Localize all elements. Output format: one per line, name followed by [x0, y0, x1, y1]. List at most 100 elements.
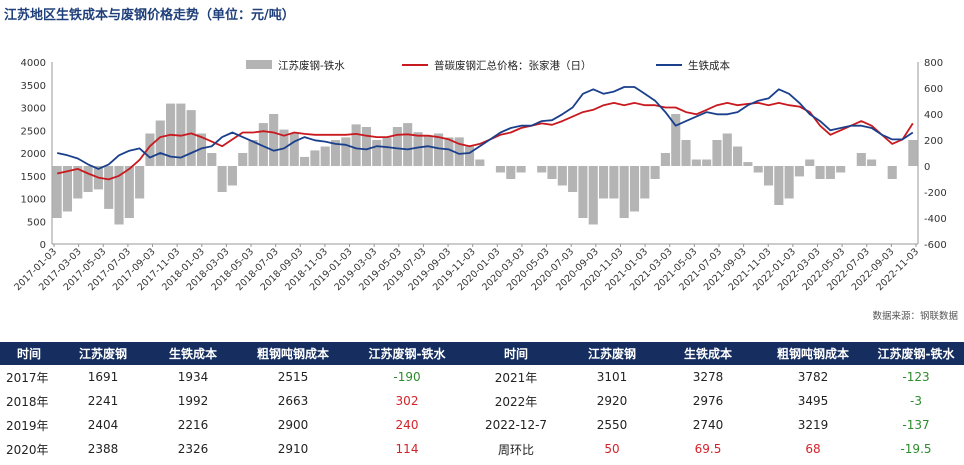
- bar-scrap-minus-hotmetal: [155, 120, 165, 166]
- bar-scrap-minus-hotmetal: [516, 166, 526, 173]
- legend-item-scrap-price: 普碳废钢汇总价格：张家港（日）: [434, 59, 592, 72]
- table-cell: 68: [805, 442, 821, 456]
- bar-scrap-minus-hotmetal: [269, 114, 279, 166]
- bar-scrap-minus-hotmetal: [73, 166, 83, 199]
- bar-scrap-minus-hotmetal: [62, 166, 73, 212]
- table-row: 2017年 1691 1934 2515 -190 2021年 3101 3278 3782 -1…: [0, 365, 964, 389]
- bar-scrap-minus-hotmetal: [908, 140, 918, 166]
- bar-scrap-minus-hotmetal: [609, 166, 619, 199]
- table-header-cell: 江苏废钢: [566, 342, 658, 365]
- table-header-cell: 生铁成本: [658, 342, 758, 365]
- table-row: 2020年 2388 2326 2910 114 周环比 50 69.5 68 -19.5: [0, 437, 964, 461]
- series-line-pig-iron-cost: [57, 86, 914, 170]
- table-cell: 3219: [797, 418, 829, 432]
- y-left-tick-label: 500: [27, 217, 46, 228]
- y-right-tick-label: -200: [924, 188, 947, 199]
- table-cell: 2022年: [494, 394, 538, 409]
- bar-scrap-minus-hotmetal: [124, 166, 134, 218]
- bar-scrap-minus-hotmetal: [506, 166, 516, 179]
- bar-scrap-minus-hotmetal: [300, 156, 310, 166]
- bar-scrap-minus-hotmetal: [423, 136, 433, 166]
- bar-scrap-minus-hotmetal: [887, 166, 897, 179]
- table-cell: -137: [902, 418, 930, 432]
- bar-scrap-minus-hotmetal: [217, 166, 227, 192]
- table-cell: -123: [902, 370, 930, 384]
- legend-swatch: [246, 60, 272, 69]
- bar-scrap-minus-hotmetal: [207, 153, 217, 166]
- table-cell: 2388: [87, 442, 119, 456]
- bar-scrap-minus-hotmetal: [196, 133, 207, 166]
- table-cell: 3782: [797, 370, 829, 384]
- bar-scrap-minus-hotmetal: [289, 133, 299, 166]
- bar-scrap-minus-hotmetal: [537, 166, 547, 173]
- y-right-tick-label: -400: [924, 214, 947, 225]
- bar-scrap-minus-hotmetal: [434, 133, 444, 166]
- table-cell: 302: [395, 394, 419, 408]
- y-left-tick-label: 4000: [21, 58, 46, 69]
- table-cell: 2019年: [6, 418, 49, 433]
- bar-scrap-minus-hotmetal: [186, 110, 196, 166]
- legend-item-pig-iron-cost: 生铁成本: [688, 59, 730, 72]
- y-right-tick-label: 200: [924, 136, 943, 147]
- bar-scrap-minus-hotmetal: [825, 166, 835, 179]
- table-cell: 2920: [596, 394, 628, 408]
- table-cell: -19.5: [900, 442, 932, 456]
- bar-scrap-minus-hotmetal: [578, 166, 588, 218]
- bar-scrap-minus-hotmetal: [856, 153, 866, 166]
- table-header-cell: 时间: [0, 342, 58, 365]
- bar-scrap-minus-hotmetal: [836, 166, 846, 173]
- bar-scrap-minus-hotmetal: [743, 162, 753, 166]
- y-right-tick-label: 0: [924, 162, 930, 173]
- bar-scrap-minus-hotmetal: [733, 146, 743, 166]
- summary-table: 时间 江苏废钢 生铁成本 粗钢吨钢成本 江苏废钢-铁水 时间 江苏废钢 生铁成本 粗钢吨钢成本江…: [0, 342, 964, 461]
- bar-scrap-minus-hotmetal: [135, 166, 145, 199]
- table-cell: 69.5: [694, 442, 722, 456]
- bar-scrap-minus-hotmetal: [403, 123, 413, 166]
- bar-scrap-minus-hotmetal: [258, 123, 268, 166]
- y-left-tick-label: 2500: [21, 126, 46, 137]
- table-row: 2018年 2241 1992 2663 302 2022年 2920 2976 3495 -3: [0, 389, 964, 413]
- data-source: 数据来源：钢联数据: [872, 311, 958, 322]
- table-cell: 240: [395, 418, 419, 432]
- bar-scrap-minus-hotmetal: [640, 166, 650, 199]
- table-cell: 50: [604, 442, 620, 456]
- bar-scrap-minus-hotmetal: [454, 137, 464, 166]
- bar-scrap-minus-hotmetal: [753, 166, 763, 173]
- bar-scrap-minus-hotmetal: [464, 146, 475, 166]
- bar-scrap-minus-hotmetal: [712, 140, 722, 166]
- bar-scrap-minus-hotmetal: [557, 166, 567, 186]
- bar-scrap-minus-hotmetal: [351, 124, 361, 166]
- bar-scrap-minus-hotmetal: [867, 159, 877, 166]
- bar-scrap-minus-hotmetal: [227, 166, 237, 186]
- table-cell: 3278: [692, 370, 724, 384]
- bar-scrap-minus-hotmetal: [815, 166, 825, 179]
- y-left-tick-label: 2000: [21, 149, 46, 160]
- legend-item-scrap-minus-hotmetal: 江苏废钢-铁水: [278, 59, 345, 72]
- table-cell: 2740: [692, 418, 724, 432]
- bar-scrap-minus-hotmetal: [650, 166, 660, 179]
- y-right-tick-label: 800: [924, 58, 943, 69]
- table-cell: 1992: [177, 394, 209, 408]
- table-header-cell: 江苏废钢-铁水: [348, 342, 466, 365]
- table-cell: 1691: [87, 370, 119, 384]
- bar-scrap-minus-hotmetal: [320, 146, 330, 166]
- table-cell: 2216: [177, 418, 209, 432]
- table-cell: 114: [395, 442, 419, 456]
- bar-scrap-minus-hotmetal: [238, 153, 248, 166]
- table-cell: 2910: [277, 442, 309, 456]
- table-cell: 2022-12-7: [484, 418, 548, 432]
- y-left-tick-label: 3500: [21, 81, 46, 92]
- y-left-tick-label: 1500: [21, 172, 46, 183]
- bar-scrap-minus-hotmetal: [629, 166, 640, 212]
- series-line-scrap-price: [57, 102, 914, 181]
- bar-scrap-minus-hotmetal: [588, 166, 598, 225]
- bar-scrap-minus-hotmetal: [310, 150, 320, 166]
- price-trend-chart: 05001000150020002500300035004000-600-400…: [12, 58, 947, 293]
- table-header-cell: 江苏废钢-铁水: [868, 342, 964, 365]
- bar-scrap-minus-hotmetal: [660, 153, 670, 166]
- table-cell: -190: [393, 370, 421, 384]
- bar-scrap-minus-hotmetal: [794, 166, 804, 177]
- bar-scrap-minus-hotmetal: [495, 166, 506, 173]
- y-right-tick-label: 600: [924, 84, 943, 95]
- chart-title: 江苏地区生铁成本与废钢价格走势（单位：元/吨）: [4, 8, 295, 23]
